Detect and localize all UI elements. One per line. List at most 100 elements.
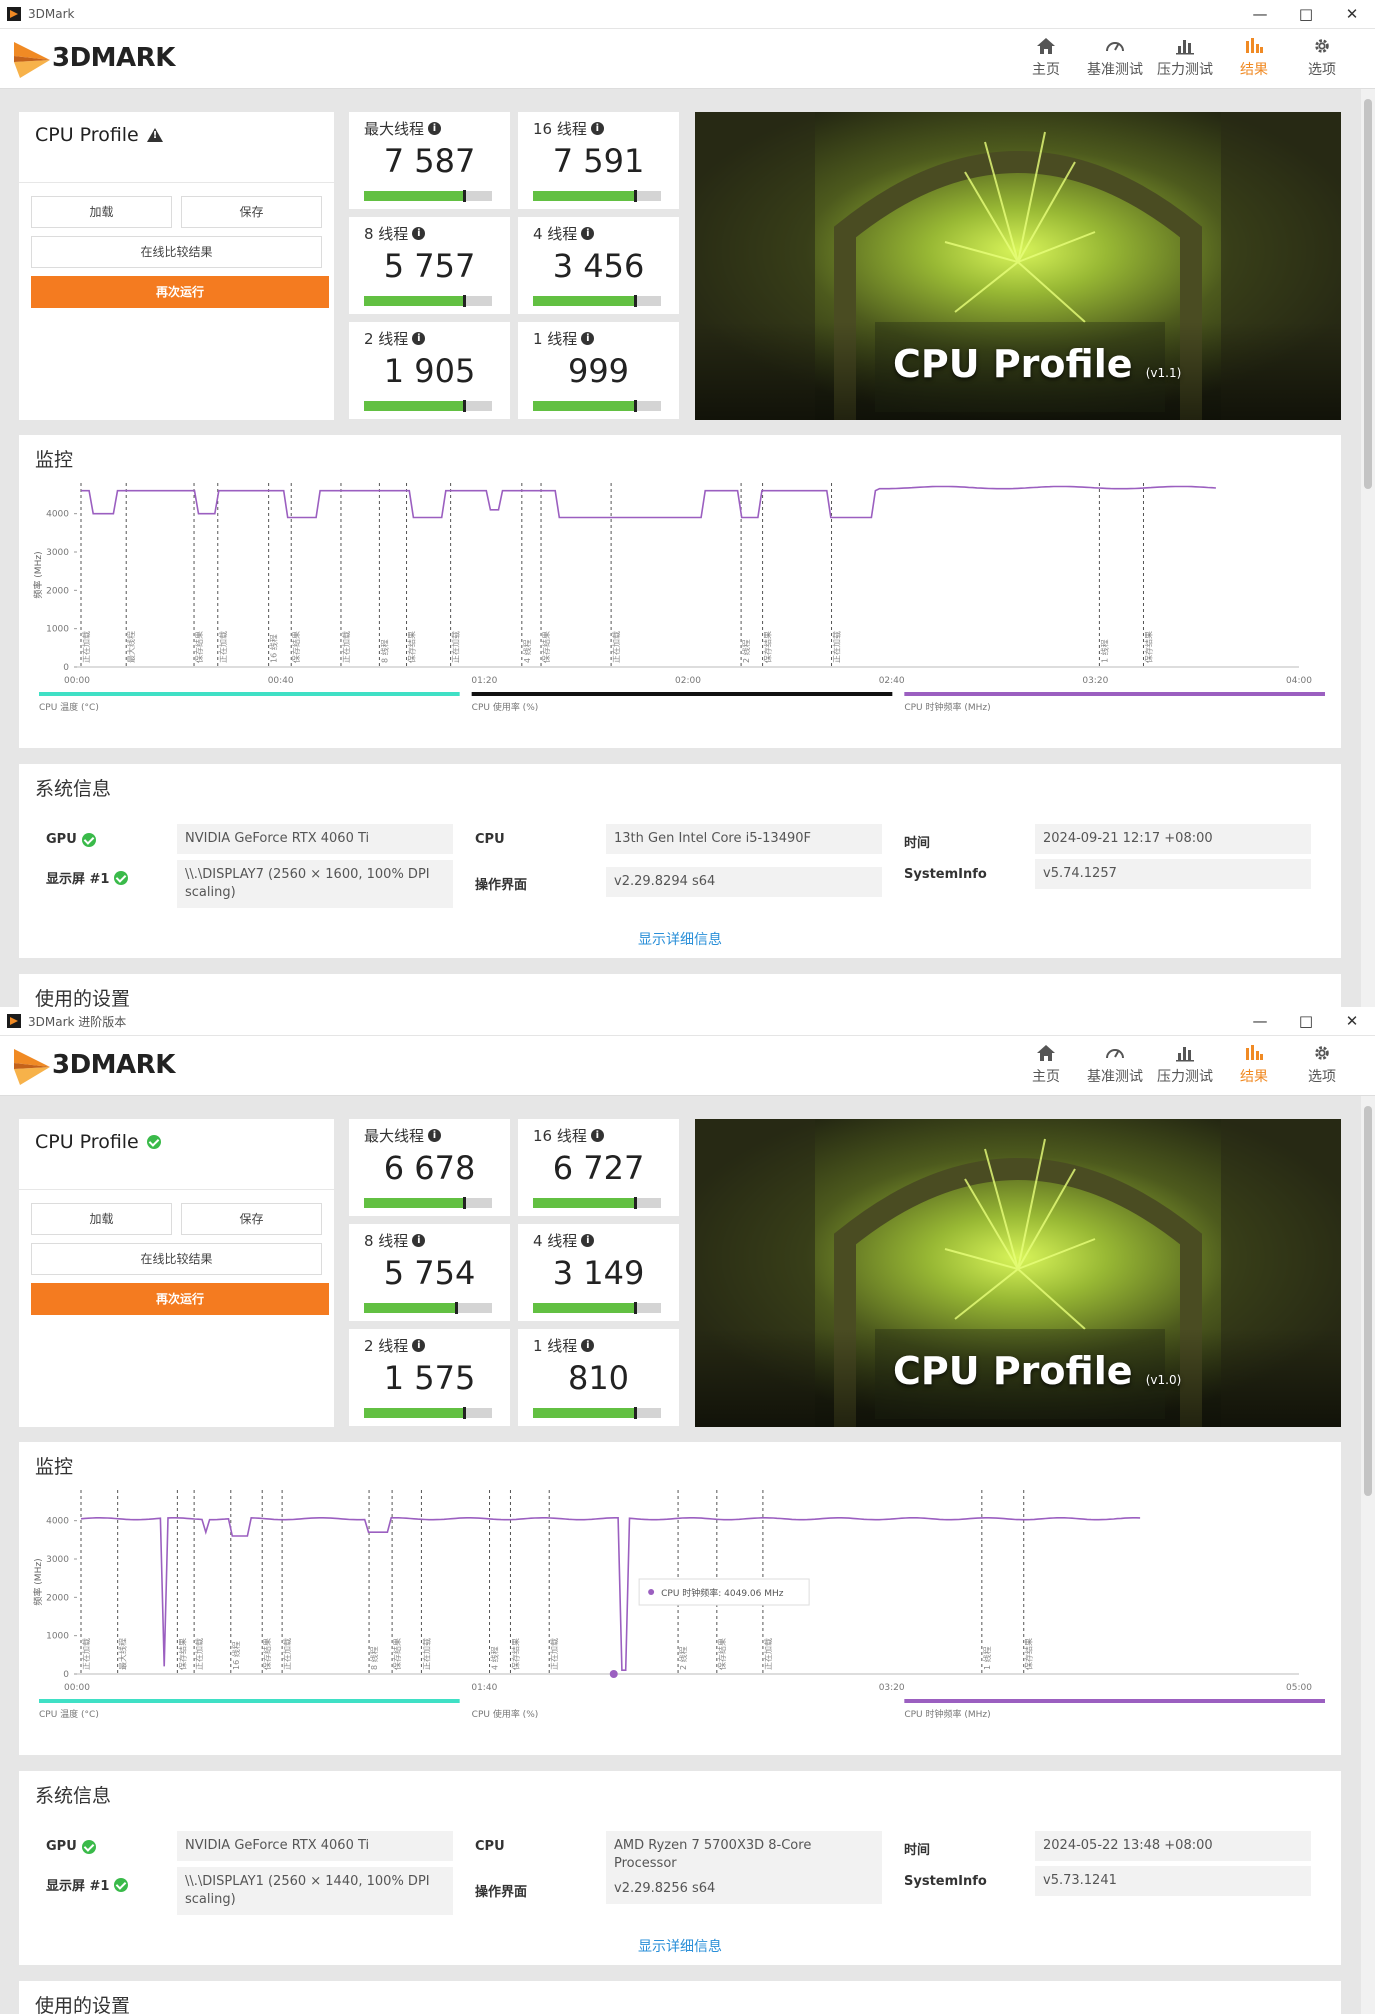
score-value: 999 xyxy=(567,352,630,390)
score-card[interactable]: 16 线程 i 7 591 xyxy=(518,112,679,209)
logo-mark-icon xyxy=(14,1049,50,1085)
score-value: 5 757 xyxy=(383,247,476,285)
load-button[interactable]: 加载 xyxy=(31,196,172,228)
nav-item-1[interactable]: 基准测试 xyxy=(1087,33,1143,79)
close-button[interactable]: ✕ xyxy=(1345,4,1359,23)
nav-item-1[interactable]: 基准测试 xyxy=(1087,1040,1143,1086)
info-icon[interactable]: i xyxy=(412,1339,426,1352)
score-label: 4 线程 i xyxy=(533,1230,595,1251)
score-label: 16 线程 i xyxy=(533,118,604,139)
minimize-button[interactable]: — xyxy=(1252,1011,1268,1030)
score-card[interactable]: 8 线程 i 5 754 xyxy=(349,1224,510,1321)
show-details-link[interactable]: 显示详细信息 xyxy=(638,932,722,948)
run-again-button[interactable]: 再次运行 xyxy=(31,1283,329,1315)
show-details-link[interactable]: 显示详细信息 xyxy=(638,1939,722,1955)
3dmark-logo[interactable]: 3DMARK xyxy=(12,1041,175,1089)
score-card[interactable]: 4 线程 i 3 456 xyxy=(518,217,679,314)
close-button[interactable]: ✕ xyxy=(1345,1011,1359,1030)
score-card[interactable]: 16 线程 i 6 727 xyxy=(518,1119,679,1216)
x-tick-label: 01:40 xyxy=(471,1683,497,1693)
info-icon[interactable]: i xyxy=(428,122,442,135)
nav-item-4[interactable]: 选项 xyxy=(1295,1040,1349,1086)
banner-image xyxy=(695,112,1341,420)
info-icon[interactable]: i xyxy=(412,1234,426,1247)
gear-icon xyxy=(1310,33,1334,59)
nav-item-0[interactable]: 主页 xyxy=(1019,33,1073,79)
app-window: 3DMark 进阶版本 — □ ✕ 3DMARK 主页 基准测试 压力测试 结果 选项 … xyxy=(0,1007,1375,2014)
minimize-button[interactable]: — xyxy=(1252,4,1268,23)
save-button[interactable]: 保存 xyxy=(181,1203,322,1235)
score-bar xyxy=(533,1302,661,1314)
app-header: 3DMARK 主页 基准测试 压力测试 结果 选项 xyxy=(0,29,1375,89)
score-card[interactable]: 2 线程 i 1 575 xyxy=(349,1329,510,1426)
score-value: 6 678 xyxy=(383,1149,476,1187)
info-icon[interactable]: i xyxy=(428,1129,442,1142)
gpu-value: NVIDIA GeForce RTX 4060 Ti xyxy=(177,824,453,854)
maximize-button[interactable]: □ xyxy=(1298,4,1314,23)
info-icon[interactable]: i xyxy=(590,1129,604,1142)
score-bar-marker xyxy=(462,190,466,202)
info-icon[interactable]: i xyxy=(590,122,604,135)
score-card[interactable]: 4 线程 i 3 149 xyxy=(518,1224,679,1321)
phase-marker-label: 正在加载 xyxy=(341,631,351,663)
3dmark-logo[interactable]: 3DMARK xyxy=(12,34,175,82)
os-value: v2.29.8256 s64 xyxy=(606,1874,882,1904)
speedometer-icon xyxy=(1103,33,1127,59)
info-icon[interactable]: i xyxy=(412,332,426,345)
phase-marker-label: 保存结果 xyxy=(194,631,204,663)
score-label: 8 线程 i xyxy=(364,223,426,244)
gpu-value: NVIDIA GeForce RTX 4060 Ti xyxy=(177,1831,453,1861)
info-icon[interactable]: i xyxy=(581,227,595,240)
maximize-button[interactable]: □ xyxy=(1298,1011,1314,1030)
score-card[interactable]: 最大线程 i 7 587 xyxy=(349,112,510,209)
banner-title-text: CPU Profile xyxy=(893,342,1133,386)
scroll-thumb[interactable] xyxy=(1364,1106,1372,1496)
scrollbar[interactable] xyxy=(1361,89,1375,1007)
x-tick-label: 00:40 xyxy=(268,676,294,686)
scroll-thumb[interactable] xyxy=(1364,99,1372,489)
info-icon[interactable]: i xyxy=(581,332,595,345)
nav-item-3[interactable]: 结果 xyxy=(1227,33,1281,79)
score-card[interactable]: 1 线程 i 999 xyxy=(518,322,679,419)
nav-item-4[interactable]: 选项 xyxy=(1295,33,1349,79)
nav-item-3[interactable]: 结果 xyxy=(1227,1040,1281,1086)
score-card[interactable]: 1 线程 i 810 xyxy=(518,1329,679,1426)
nav-item-2[interactable]: 压力测试 xyxy=(1157,33,1213,79)
legend-label: CPU 温度 (°C) xyxy=(39,1708,99,1720)
score-bar-fill xyxy=(533,1198,636,1208)
results-icon xyxy=(1242,33,1266,59)
compare-online-button[interactable]: 在线比较结果 xyxy=(31,236,322,268)
save-button[interactable]: 保存 xyxy=(181,196,322,228)
time-value: 2024-09-21 12:17 +08:00 xyxy=(1035,824,1311,854)
info-icon[interactable]: i xyxy=(581,1339,595,1352)
info-icon[interactable]: i xyxy=(581,1234,595,1247)
load-button[interactable]: 加载 xyxy=(31,1203,172,1235)
y-tick-label: 0 xyxy=(63,663,69,673)
profile-title-text: CPU Profile xyxy=(35,124,139,146)
scrollbar[interactable] xyxy=(1361,1096,1375,2014)
logo-text: 3DMARK xyxy=(52,1050,175,1080)
nav-item-0[interactable]: 主页 xyxy=(1019,1040,1073,1086)
nav-item-2[interactable]: 压力测试 xyxy=(1157,1040,1213,1086)
chart-tooltip: CPU 时钟频率: 4049.06 MHz xyxy=(661,1587,784,1599)
score-label: 最大线程 i xyxy=(364,1125,442,1146)
main-nav: 主页 基准测试 压力测试 结果 选项 xyxy=(1005,33,1349,79)
info-icon[interactable]: i xyxy=(412,227,426,240)
score-bar-marker xyxy=(462,1407,466,1419)
score-bar xyxy=(364,1302,492,1314)
compare-online-button[interactable]: 在线比较结果 xyxy=(31,1243,322,1275)
phase-marker-label: 最大线程 xyxy=(126,631,136,663)
display-label-text: 显示屏 #1 xyxy=(46,1879,110,1894)
score-card[interactable]: 最大线程 i 6 678 xyxy=(349,1119,510,1216)
phase-marker-label: 正在加载 xyxy=(549,1638,559,1670)
x-tick-label: 04:00 xyxy=(1286,676,1312,686)
score-card[interactable]: 8 线程 i 5 757 xyxy=(349,217,510,314)
bar-chart-icon xyxy=(1173,1040,1197,1066)
score-bar xyxy=(364,190,492,202)
nav-label: 压力测试 xyxy=(1157,62,1213,78)
score-card[interactable]: 2 线程 i 1 905 xyxy=(349,322,510,419)
app-header: 3DMARK 主页 基准测试 压力测试 结果 选项 xyxy=(0,1036,1375,1096)
app-window: 3DMark — □ ✕ 3DMARK 主页 基准测试 压力测试 结果 选项 CPU P… xyxy=(0,0,1375,1007)
run-again-button[interactable]: 再次运行 xyxy=(31,276,329,308)
home-icon xyxy=(1034,1040,1058,1066)
